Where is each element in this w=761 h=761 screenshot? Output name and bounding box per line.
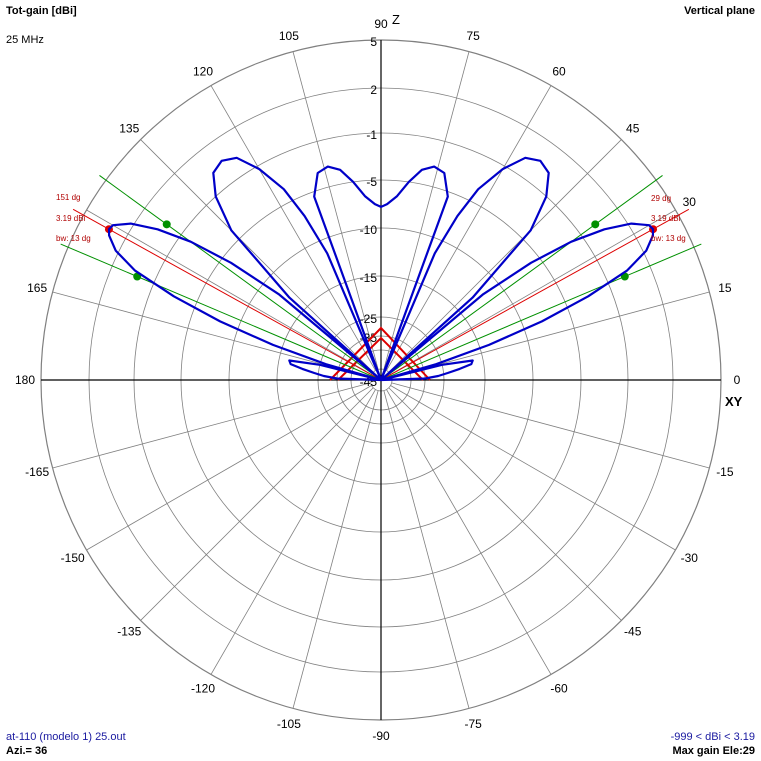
angle-tick-label: -15	[716, 465, 734, 479]
grid-spoke	[390, 209, 676, 375]
angle-tick-label: 120	[193, 65, 213, 79]
angle-tick-label: 0	[734, 373, 741, 387]
grid-spoke	[52, 382, 371, 469]
grid-spoke	[86, 209, 372, 375]
gain-tick-label: -5	[366, 175, 377, 189]
angle-tick-label: 105	[279, 29, 299, 43]
angle-tick-label: 45	[626, 121, 640, 135]
angle-tick-label: -45	[624, 625, 642, 639]
angle-tick-label: 165	[27, 281, 47, 295]
gain-tick-label: -10	[360, 223, 378, 237]
grid-spoke	[386, 85, 552, 371]
grid-spoke	[140, 139, 374, 373]
grid-spoke	[210, 389, 376, 675]
beamwidth-ray	[380, 175, 663, 381]
beamwidth-dot	[591, 220, 600, 229]
gain-tick-label: -1	[366, 128, 377, 142]
grid-spoke	[86, 385, 372, 551]
antenna-element	[329, 326, 431, 381]
angle-tick-label: -90	[372, 729, 390, 743]
angle-tick-label: 60	[552, 65, 566, 79]
gain-tick-label: 2	[370, 83, 377, 97]
max-gain-label: Max gain Ele:29	[672, 745, 755, 757]
plane-label: Vertical plane	[684, 5, 755, 17]
pattern-curve	[107, 156, 655, 382]
grid-spoke	[292, 51, 379, 370]
gain-markers	[60, 175, 702, 381]
grid-spoke	[388, 387, 622, 621]
angle-tick-label: 30	[683, 195, 697, 209]
file-name: at-110 (modelo 1) 25.out	[6, 731, 126, 743]
max-gain-ray	[380, 208, 690, 381]
antenna-sketch	[329, 326, 431, 381]
grid-spoke	[386, 389, 552, 675]
angle-tick-label: -60	[550, 681, 568, 695]
gain-tick-label: -25	[360, 312, 378, 326]
grid-spoke	[292, 390, 379, 709]
tick-labels: 0153045607590105120135165180-15-30-45-60…	[15, 17, 741, 743]
angle-tick-label: -105	[277, 717, 301, 731]
beamwidth-ray	[99, 175, 382, 381]
angle-tick-label: 15	[718, 281, 732, 295]
annot-right-gain: 3.19 dBi	[651, 214, 681, 223]
angle-tick-label: -75	[464, 717, 482, 731]
frequency-label: 25 MHz	[6, 34, 44, 46]
annot-right-bw: bw: 13 dg	[651, 234, 686, 243]
radiation-pattern	[107, 156, 655, 382]
beamwidth-dot	[162, 220, 171, 229]
angle-tick-label: 135	[119, 121, 139, 135]
angle-tick-label: 75	[466, 29, 480, 43]
grid-spoke	[390, 385, 676, 551]
angle-tick-label: -30	[681, 551, 699, 565]
angle-tick-label: 90	[374, 17, 388, 31]
angle-tick-label: -120	[191, 681, 215, 695]
angle-tick-label: 180	[15, 373, 35, 387]
annot-left-gain: 3.19 dBi	[56, 214, 86, 223]
annot-left-bw: bw: 13 dg	[56, 234, 91, 243]
grid-spoke	[140, 387, 374, 621]
grid-spoke	[391, 382, 710, 469]
axis-label-z: Z	[392, 12, 400, 27]
gain-tick-label: -15	[360, 271, 378, 285]
gain-tick-label: 5	[370, 35, 377, 49]
axis-label-xy: XY	[725, 394, 743, 409]
chart-title: Tot-gain [dBi]	[6, 5, 77, 17]
beamwidth-ray	[60, 243, 382, 381]
gain-range: -999 < dBi < 3.19	[670, 731, 755, 743]
max-gain-ray	[72, 208, 382, 381]
antenna-element	[337, 336, 424, 381]
angle-tick-label: -150	[61, 551, 85, 565]
annot-left-angle: 151 dg	[56, 193, 80, 202]
annot-right-angle: 29 dg	[651, 194, 671, 203]
grid-spoke	[210, 85, 376, 371]
angle-tick-label: -135	[117, 625, 141, 639]
azimuth-label: Azi.= 36	[6, 745, 48, 757]
grid-spoke	[383, 390, 470, 709]
beamwidth-ray	[380, 243, 702, 381]
grid-spoke	[383, 51, 470, 370]
grid-spoke	[388, 139, 622, 373]
grid-spoke	[391, 291, 710, 378]
max-gain-annotations: 29 dg 3.19 dBi bw: 13 dg 151 dg 3.19 dBi…	[56, 193, 686, 243]
angle-tick-label: -165	[25, 465, 49, 479]
grid-spoke	[52, 291, 371, 378]
